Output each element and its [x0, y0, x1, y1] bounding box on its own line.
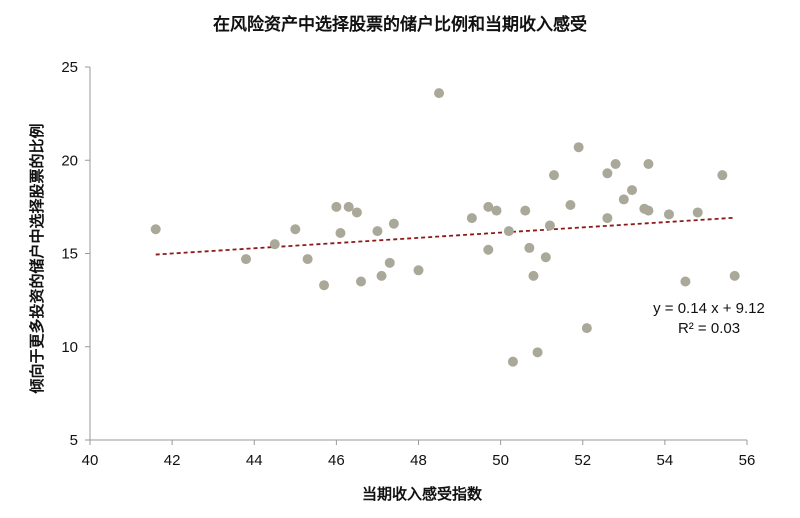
- trendline-r-squared: R² = 0.03: [678, 320, 740, 337]
- data-point: [729, 270, 740, 281]
- data-point: [573, 142, 584, 153]
- data-point: [319, 280, 330, 291]
- trendline-group: [155, 216, 735, 256]
- data-point: [643, 158, 654, 169]
- data-point: [372, 226, 383, 237]
- data-point: [528, 270, 539, 281]
- x-tick-label: 44: [246, 452, 263, 469]
- data-point: [241, 254, 252, 265]
- data-point: [335, 227, 346, 238]
- data-point: [524, 242, 535, 253]
- data-point: [290, 224, 301, 235]
- data-point: [618, 194, 629, 205]
- data-point: [351, 207, 362, 218]
- data-point: [507, 356, 518, 367]
- x-tick-label: 50: [492, 452, 509, 469]
- data-point: [491, 205, 502, 216]
- data-point: [581, 323, 592, 334]
- data-point: [376, 270, 387, 281]
- data-point: [466, 213, 477, 224]
- data-point: [520, 205, 531, 216]
- data-point: [384, 257, 395, 268]
- data-point: [680, 276, 691, 287]
- data-point: [627, 185, 638, 196]
- data-point: [434, 88, 445, 99]
- x-tick-label: 52: [574, 452, 591, 469]
- data-point: [503, 226, 514, 237]
- data-point: [602, 213, 613, 224]
- x-tick-label: 42: [164, 452, 181, 469]
- data-point: [565, 200, 576, 211]
- x-tick-label: 56: [739, 452, 756, 469]
- y-tick-label: 25: [61, 59, 78, 76]
- y-tick-label: 5: [70, 432, 78, 449]
- x-tick-label: 40: [82, 452, 99, 469]
- trendline-equation: y = 0.14 x + 9.12: [653, 300, 765, 317]
- data-point: [483, 244, 494, 255]
- data-point: [532, 347, 543, 358]
- y-tick-label: 20: [61, 152, 78, 169]
- data-point: [388, 218, 399, 229]
- chart-title: 在风险资产中选择股票的储户比例和当期收入感受: [213, 14, 587, 35]
- data-point: [331, 201, 342, 212]
- data-point: [343, 201, 354, 212]
- data-point: [717, 170, 728, 181]
- data-point: [549, 170, 560, 181]
- y-tick-label: 10: [61, 339, 78, 356]
- y-tick-label: 15: [61, 246, 78, 263]
- axis-ticks: 40 42 44 46 48 50 52 54 56 5 10 15 20 25: [61, 59, 755, 469]
- data-point: [692, 207, 703, 218]
- x-axis-title: 当期收入感受指数: [362, 485, 483, 503]
- x-tick-label: 48: [410, 452, 427, 469]
- y-axis-title: 倾向于更多投资的储户中选择股票的比例: [28, 123, 46, 394]
- x-tick-label: 46: [328, 452, 345, 469]
- data-point: [544, 220, 555, 231]
- data-points: [150, 88, 740, 367]
- data-point: [540, 252, 551, 263]
- y-axis-title-group: 倾向于更多投资的储户中选择股票的比例: [28, 123, 46, 394]
- data-point: [483, 201, 494, 212]
- data-point: [663, 209, 674, 220]
- data-point: [150, 224, 161, 235]
- x-tick-label: 54: [657, 452, 674, 469]
- data-point: [269, 239, 280, 250]
- data-point: [610, 158, 621, 169]
- data-point: [413, 265, 424, 276]
- trendline: [155, 216, 735, 256]
- data-point: [643, 205, 654, 216]
- data-point: [356, 276, 367, 287]
- data-point: [602, 168, 613, 179]
- data-point: [302, 254, 313, 265]
